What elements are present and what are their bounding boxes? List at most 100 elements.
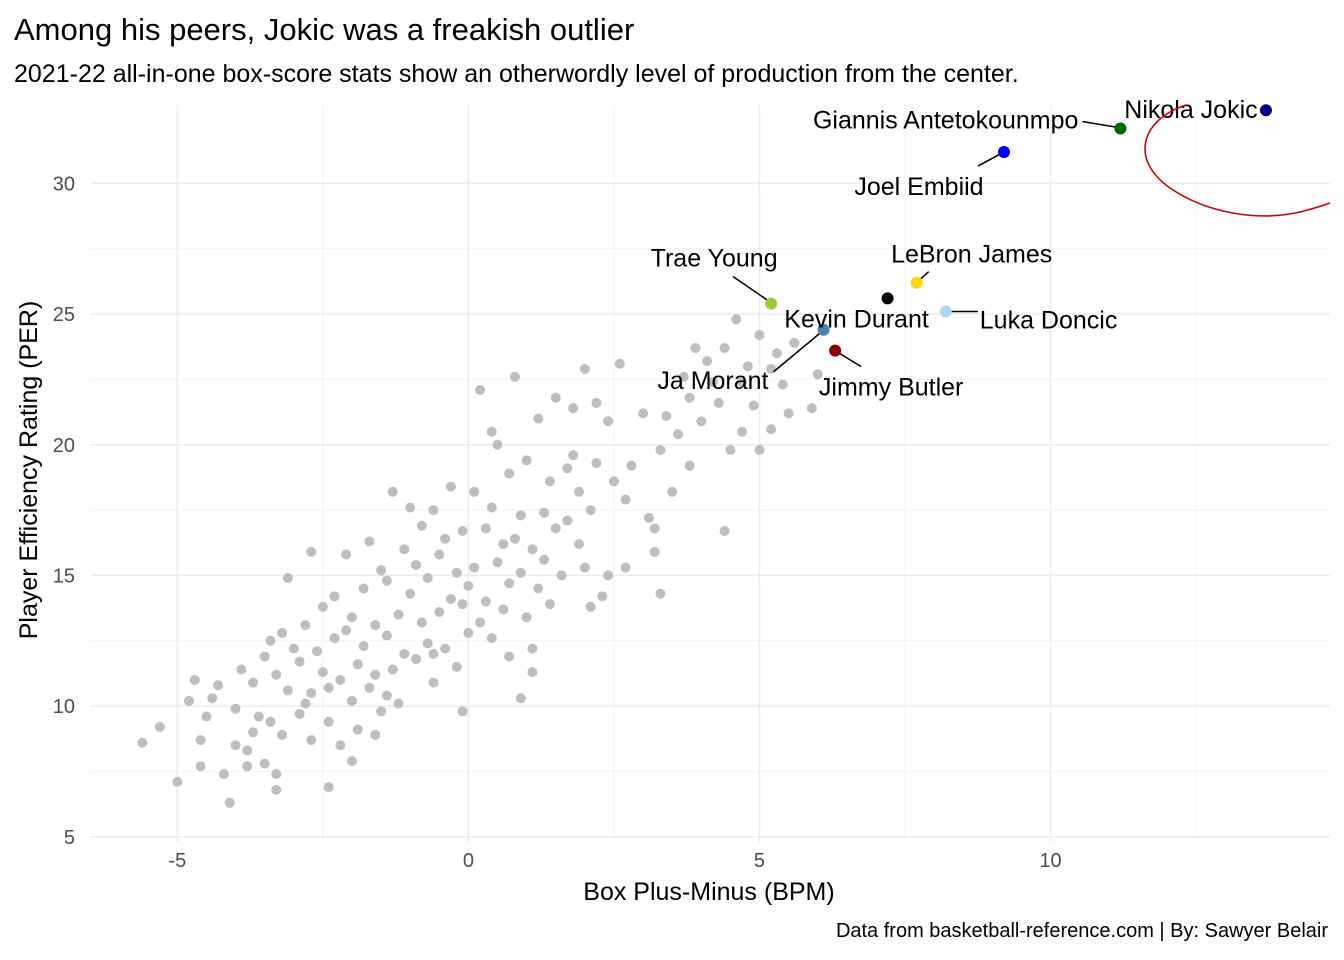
data-point <box>236 664 247 675</box>
x-axis-ticks: -5 0 5 10 <box>168 850 1061 872</box>
data-point <box>737 377 748 388</box>
data-point <box>667 486 678 497</box>
data-point <box>480 596 491 607</box>
player-label: Trae Young <box>651 245 778 273</box>
data-point <box>364 536 375 547</box>
data-point <box>381 690 392 701</box>
data-point <box>411 654 422 665</box>
data-point <box>562 463 573 474</box>
data-point <box>643 512 654 523</box>
data-point <box>463 580 474 591</box>
data-point <box>294 708 305 719</box>
data-point <box>242 761 253 772</box>
data-point <box>475 384 486 395</box>
data-point <box>242 745 253 756</box>
data-point <box>253 711 264 722</box>
data-point <box>265 635 276 646</box>
data-point <box>393 698 404 709</box>
data-point <box>754 444 765 455</box>
data-point <box>213 680 224 691</box>
data-point <box>603 416 614 427</box>
data-point <box>498 539 509 550</box>
data-point <box>341 625 352 636</box>
data-point <box>411 559 422 570</box>
data-point <box>544 599 555 610</box>
data-point <box>684 460 695 471</box>
data-point <box>428 648 439 659</box>
data-point <box>742 361 753 372</box>
player-label: Kevin Durant <box>784 305 929 333</box>
data-point <box>329 591 340 602</box>
data-point <box>358 583 369 594</box>
data-point <box>457 706 468 717</box>
data-point <box>312 646 323 657</box>
data-point <box>370 669 381 680</box>
data-point <box>224 797 235 808</box>
data-point <box>428 677 439 688</box>
player-label: Jimmy Butler <box>819 374 963 402</box>
data-point <box>405 502 416 513</box>
highlighted-point <box>765 297 778 310</box>
data-point <box>195 761 206 772</box>
data-point <box>300 620 311 631</box>
y-tick-label: 25 <box>53 304 75 326</box>
player-label: Nikola Jokic <box>1124 96 1257 124</box>
data-point <box>463 627 474 638</box>
data-point <box>498 604 509 615</box>
data-point <box>649 523 660 534</box>
data-point <box>434 607 445 618</box>
data-point <box>387 664 398 675</box>
data-point <box>352 659 363 670</box>
leader-line <box>773 332 822 373</box>
data-point <box>387 486 398 497</box>
data-point <box>574 539 585 550</box>
background-points <box>137 314 823 808</box>
chart-caption: Data from basketball-reference.com | By:… <box>835 920 1328 942</box>
data-point <box>620 494 631 505</box>
y-tick-label: 15 <box>53 565 75 587</box>
player-label: Giannis Antetokounmpo <box>813 107 1078 135</box>
data-point <box>527 643 538 654</box>
data-point <box>591 458 602 469</box>
data-point <box>486 502 497 513</box>
data-point <box>509 533 520 544</box>
data-point <box>445 481 456 492</box>
chart-subtitle: 2021-22 all-in-one box-score stats show … <box>14 60 1019 88</box>
data-point <box>638 408 649 419</box>
data-point <box>376 706 387 717</box>
data-point <box>201 711 212 722</box>
player-label: Ja Morant <box>657 367 768 395</box>
data-point <box>416 520 427 531</box>
data-point <box>556 570 567 581</box>
data-point <box>480 523 491 534</box>
data-point <box>323 716 334 727</box>
data-point <box>614 358 625 369</box>
data-point <box>422 638 433 649</box>
highlighted-points <box>765 104 1272 357</box>
data-point <box>737 426 748 437</box>
data-point <box>515 567 526 578</box>
data-point <box>515 693 526 704</box>
data-point <box>568 403 579 414</box>
data-point <box>504 468 515 479</box>
data-point <box>346 612 357 623</box>
data-point <box>393 609 404 620</box>
label-leader-lines <box>732 120 1119 373</box>
data-point <box>381 630 392 641</box>
data-point <box>277 729 288 740</box>
data-point <box>574 486 585 497</box>
data-point <box>248 727 259 738</box>
data-point <box>259 758 270 769</box>
x-tick-label: 10 <box>1039 850 1061 872</box>
data-point <box>626 460 637 471</box>
data-point <box>539 554 550 565</box>
leader-line <box>1082 120 1119 129</box>
data-point <box>346 695 357 706</box>
data-point <box>416 617 427 628</box>
data-point <box>370 620 381 631</box>
data-point <box>655 588 666 599</box>
data-point <box>672 429 683 440</box>
data-point <box>399 648 410 659</box>
data-point <box>428 505 439 516</box>
